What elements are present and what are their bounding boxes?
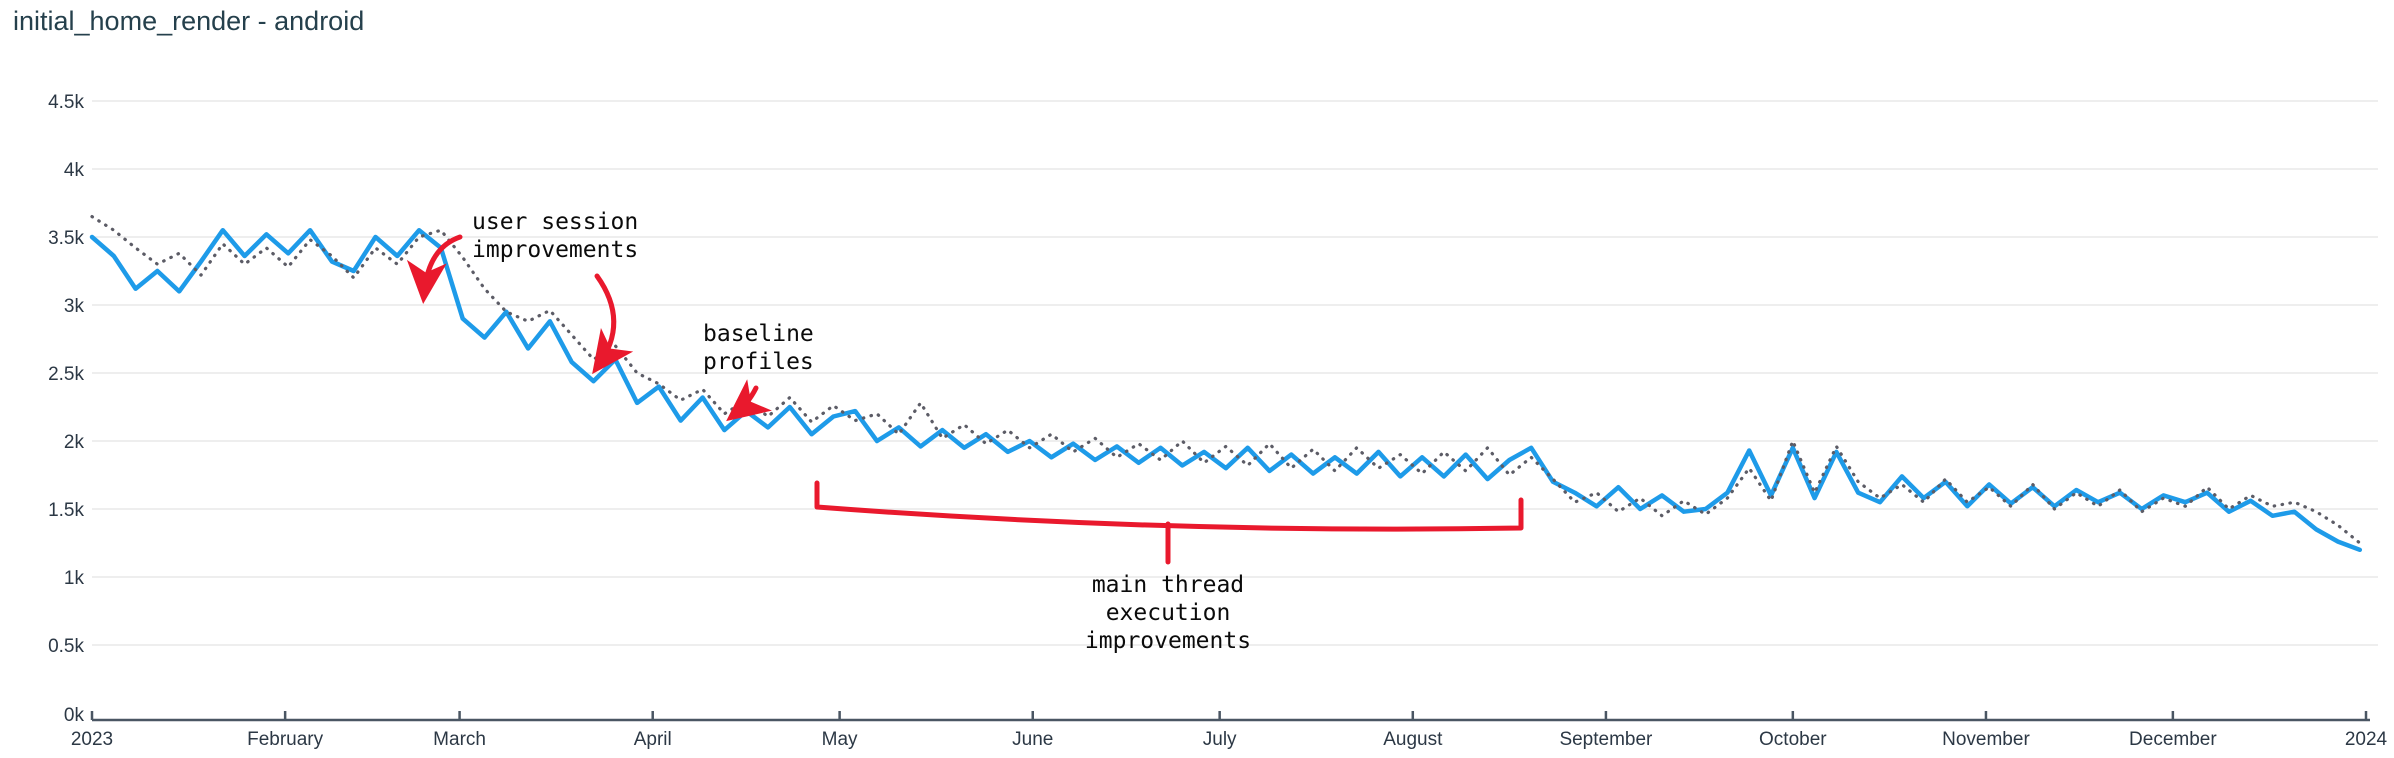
- annotations-group: user session improvements baseline profiles…: [406, 209, 1524, 654]
- series-group: [89, 215, 2363, 553]
- annotation-baseline-profiles-arrow: [726, 379, 772, 422]
- y-axis-label: 3k: [64, 296, 85, 317]
- y-axis-label: 2k: [64, 432, 85, 453]
- annotation-user-session-arrow: [406, 234, 463, 304]
- x-axis-label: February: [247, 729, 324, 750]
- y-axis-label: 3.5k: [48, 228, 84, 249]
- y-axis-label: 4k: [64, 160, 85, 181]
- annotation-baseline-profiles-text: baseline profiles: [703, 321, 814, 375]
- axes-group: 0k 0.5k 1k 1.5k 2k 2.5k 3k 3.5k 4k 4.5k 2023 Februa…: [48, 92, 2387, 750]
- x-axis-label: April: [634, 729, 672, 750]
- y-axis-label: 2.5k: [48, 364, 84, 385]
- x-axis-label: August: [1383, 729, 1443, 750]
- x-axis-label: 2024: [2345, 729, 2388, 750]
- x-axis-label: October: [1759, 729, 1827, 750]
- annotation-main-thread-text: main thread execution improvements: [1085, 572, 1251, 654]
- x-axis-label: March: [433, 729, 486, 750]
- x-axis-label: 2023: [71, 729, 113, 750]
- y-axis-label: 1.5k: [48, 500, 84, 521]
- annotation-user-session-arrow: [592, 273, 634, 375]
- series-trend-dotted-line: [90, 215, 2362, 545]
- x-axis-label: May: [822, 729, 858, 750]
- annotation-user-session-text: user session improvements: [472, 209, 638, 263]
- y-axis-label: 0k: [64, 705, 85, 726]
- y-axis-label: 1k: [64, 568, 85, 589]
- series-daily-line: [89, 227, 2363, 553]
- y-axis-label: 4.5k: [48, 92, 84, 113]
- x-axis-label: September: [1559, 729, 1653, 750]
- y-axis-label: 0.5k: [48, 636, 84, 657]
- gridlines-group: [92, 100, 2378, 646]
- x-axis-label: July: [1203, 729, 1237, 750]
- x-axis-label: June: [1012, 729, 1053, 750]
- chart-title: initial_home_render - android: [13, 6, 365, 36]
- plot-area[interactable]: [92, 95, 2366, 720]
- x-axis-label: December: [2129, 729, 2217, 750]
- x-axis-label: November: [1942, 729, 2030, 750]
